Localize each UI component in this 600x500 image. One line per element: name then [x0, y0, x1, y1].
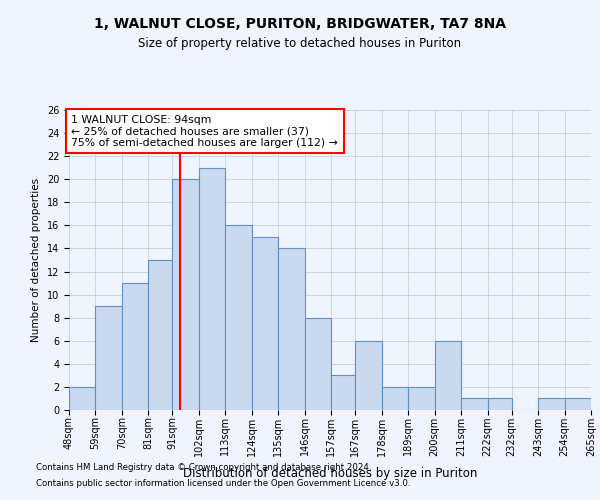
Bar	[122, 283, 148, 410]
Bar	[434, 341, 461, 410]
Bar	[382, 387, 408, 410]
Bar	[331, 376, 355, 410]
Bar	[226, 226, 252, 410]
Bar	[172, 179, 199, 410]
Text: 1, WALNUT CLOSE, PURITON, BRIDGWATER, TA7 8NA: 1, WALNUT CLOSE, PURITON, BRIDGWATER, TA…	[94, 18, 506, 32]
Text: 1 WALNUT CLOSE: 94sqm
← 25% of detached houses are smaller (37)
75% of semi-deta: 1 WALNUT CLOSE: 94sqm ← 25% of detached …	[71, 114, 338, 148]
Bar	[252, 237, 278, 410]
Bar	[199, 168, 226, 410]
Bar	[565, 398, 591, 410]
Text: Contains public sector information licensed under the Open Government Licence v3: Contains public sector information licen…	[36, 478, 410, 488]
Bar	[69, 387, 95, 410]
Bar	[305, 318, 331, 410]
Bar	[148, 260, 172, 410]
Bar	[278, 248, 305, 410]
Text: Size of property relative to detached houses in Puriton: Size of property relative to detached ho…	[139, 38, 461, 51]
Bar	[408, 387, 434, 410]
Bar	[355, 341, 382, 410]
Bar	[461, 398, 488, 410]
X-axis label: Distribution of detached houses by size in Puriton: Distribution of detached houses by size …	[183, 467, 477, 480]
Bar	[488, 398, 512, 410]
Bar	[538, 398, 565, 410]
Text: Contains HM Land Registry data © Crown copyright and database right 2024.: Contains HM Land Registry data © Crown c…	[36, 464, 371, 472]
Y-axis label: Number of detached properties: Number of detached properties	[31, 178, 41, 342]
Bar	[95, 306, 122, 410]
